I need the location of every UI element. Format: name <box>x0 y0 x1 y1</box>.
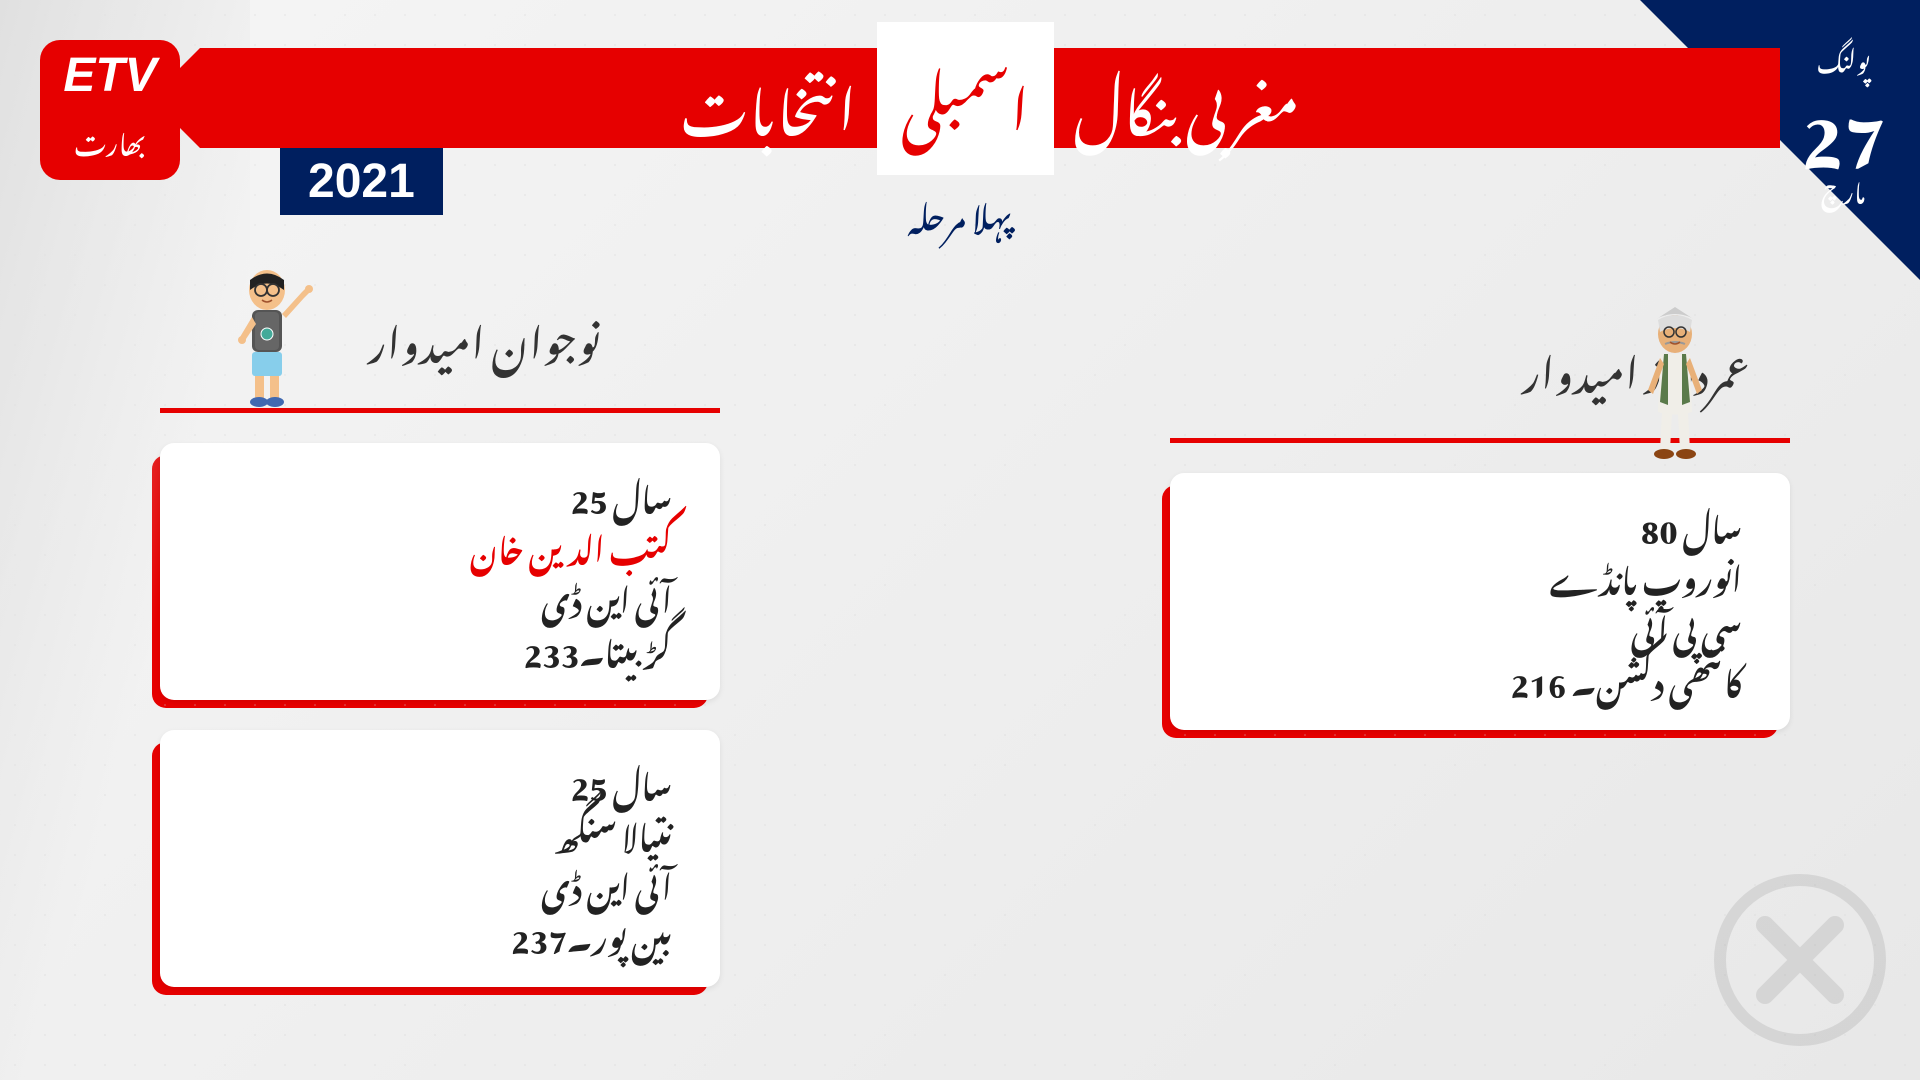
header-part1: مغربی بنگال <box>1074 26 1300 171</box>
candidate-seat: بین پور۔237 <box>208 909 672 960</box>
header-highlight: اسمبلی <box>877 22 1054 175</box>
voting-stamp-icon <box>1710 870 1890 1050</box>
young-candidate-card: سال 25 کتب الدین خان آئی این ڈی گڑبیتا۔2… <box>160 443 720 700</box>
polling-date: پولنگ 27 مارچ <box>1801 25 1885 220</box>
old-candidates-section: عمردراز امیدوار سال 80 انوروپ پانڈے سی پ… <box>1170 310 1790 730</box>
header-ribbon: مغربی بنگال اسمبلی انتخابات <box>200 48 1780 148</box>
young-candidate-card: سال 25 نتیالا سنگھ آئی این ڈی بین پور۔23… <box>160 730 720 987</box>
phase-label: پہلا مرحلہ <box>908 165 1013 255</box>
old-candidate-card: سال 80 انوروپ پانڈے سی پی آئی کانتھی دکش… <box>1170 473 1790 730</box>
logo-main: ETV <box>63 48 156 103</box>
old-character-icon <box>1620 302 1730 477</box>
header-title: مغربی بنگال اسمبلی انتخابات <box>680 22 1299 175</box>
year-badge: 2021 <box>280 148 443 215</box>
channel-logo: ETV بھارت <box>40 40 180 180</box>
young-candidates-section: نوجوان امیدوار سال 25 کتب الدین خان آئی … <box>160 280 720 987</box>
young-character-icon <box>222 262 332 422</box>
candidate-seat: گڑبیتا۔233 <box>208 623 672 674</box>
header-part2: انتخابات <box>680 26 856 171</box>
polling-day: 27 <box>1801 90 1885 155</box>
logo-sub: بھارت <box>74 103 146 173</box>
candidate-seat: کانتھی دکشن۔ 216 <box>1218 653 1742 704</box>
